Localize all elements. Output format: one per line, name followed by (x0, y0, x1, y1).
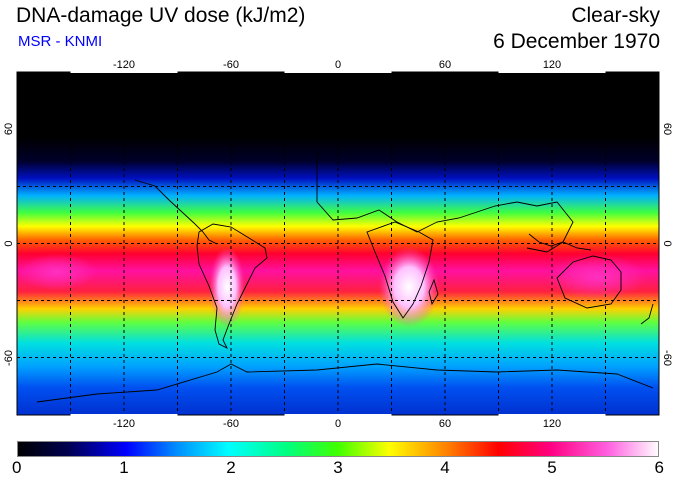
lat-label-left: 60 (3, 123, 15, 135)
source-label: MSR - KNMI (18, 33, 103, 50)
coast-madagascar (428, 278, 439, 306)
lon-label-bottom: 120 (543, 418, 561, 430)
coast-africa (366, 221, 434, 319)
colorbar-tick-label: 1 (119, 458, 129, 477)
uv-dose-map: -120 -60 0 60 120 -120 -60 0 60 120 60 0… (3, 59, 673, 430)
coast-new-zealand (640, 303, 654, 325)
lat-label-right: -60 (661, 350, 673, 366)
coast-south-america (196, 223, 268, 350)
sky-condition: Clear-sky (571, 4, 660, 27)
lon-label-bottom: 0 (335, 418, 341, 430)
lon-labels-bottom: -120 -60 0 60 120 (113, 418, 561, 430)
uv-hotspot-south-america (209, 247, 245, 327)
colorbar-frame (17, 441, 659, 457)
colorbar-gradient (17, 441, 659, 457)
uv-hotspot-africa (379, 247, 439, 327)
coast-antarctica (36, 363, 654, 403)
lon-label-top: 60 (439, 59, 451, 71)
lon-label-bottom: -120 (113, 418, 135, 430)
lon-labels-top: -120 -60 0 60 120 (113, 59, 561, 71)
colorbar-tick-label: 5 (547, 458, 557, 477)
colorbar-tick-label: 0 (12, 458, 22, 477)
lon-label-top: 0 (335, 59, 341, 71)
colorbar-svg (17, 441, 659, 457)
coast-australia (556, 255, 622, 309)
map-date: 6 December 1970 (493, 30, 660, 53)
lon-label-bottom: -60 (223, 418, 239, 430)
uv-hotspot-pacific (17, 254, 97, 290)
lon-label-bottom: 60 (439, 418, 451, 430)
lat-labels-right: 60 0 -60 (661, 123, 673, 366)
colorbar-tick-label: 6 (654, 458, 664, 477)
lon-label-top: -120 (113, 59, 135, 71)
colorbar (17, 441, 659, 457)
lat-label-right: 0 (661, 240, 673, 246)
world-map-svg: -120 -60 0 60 120 -120 -60 0 60 120 60 0… (3, 59, 673, 430)
colorbar-tick-label: 3 (333, 458, 343, 477)
uv-hotspot-australia (547, 255, 647, 299)
colorbar-tick-label: 4 (440, 458, 450, 477)
lat-labels-left: 60 0 -60 (3, 123, 15, 366)
colorbar-labels: 0 1 2 3 4 5 6 (12, 458, 664, 478)
lat-label-left: -60 (3, 350, 15, 366)
lat-label-right: 60 (661, 123, 673, 135)
coast-eurasia (316, 152, 574, 253)
graticule (17, 72, 659, 415)
coastlines (36, 152, 654, 403)
lon-label-top: 120 (543, 59, 561, 71)
colorbar-tick-label: 2 (226, 458, 236, 477)
lon-label-top: -60 (223, 59, 239, 71)
coast-north-america (134, 179, 218, 245)
frame-ticks (70, 71, 606, 416)
map-title: DNA-damage UV dose (kJ/m2) (16, 4, 306, 27)
lat-label-left: 0 (3, 240, 15, 246)
